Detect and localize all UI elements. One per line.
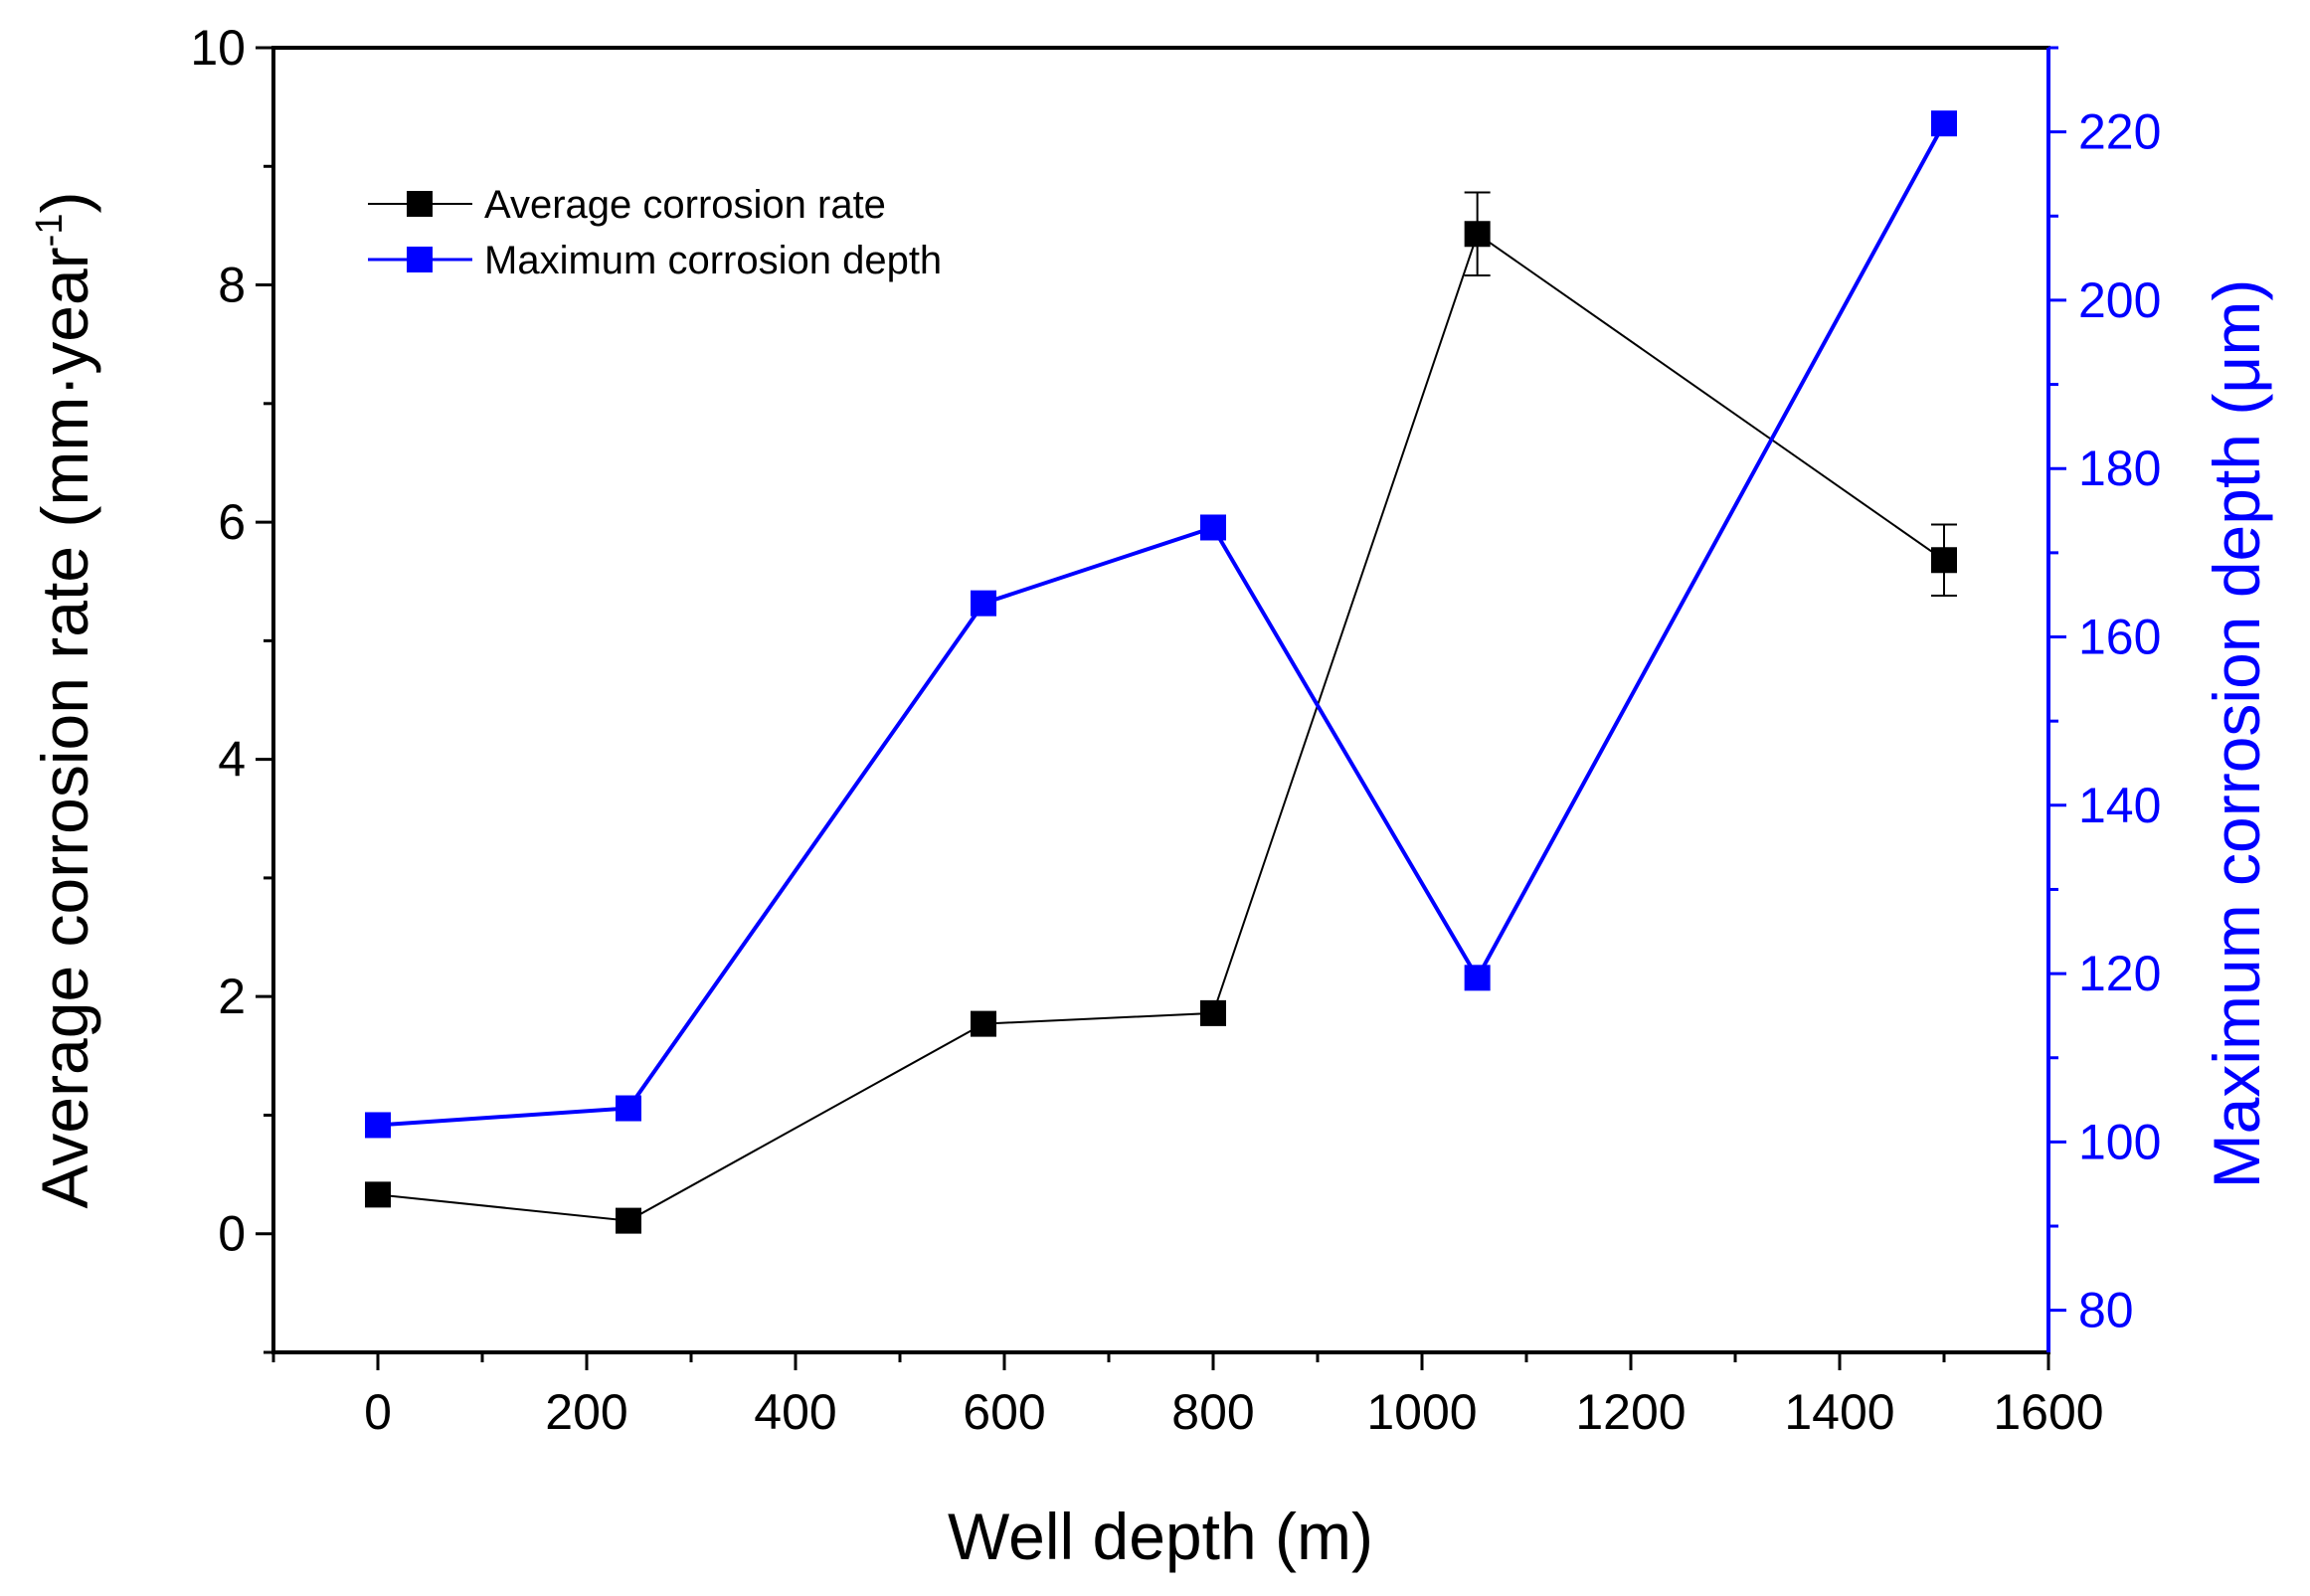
legend: Average corrosion rate Maximum corrosion… [368,183,942,282]
x-tick-label: 800 [1171,1384,1254,1440]
y-right-tick-label: 120 [2078,946,2161,1001]
series-1-marker [616,1095,641,1122]
x-tick-label: 1600 [1993,1384,2103,1440]
legend-label-1: Maximum corrosion depth [484,239,942,282]
y-left-tick-label: 10 [190,20,246,76]
x-tick-label: 600 [963,1384,1045,1440]
series-0-marker [971,1010,996,1037]
x-tick-label: 1000 [1366,1384,1477,1440]
y-left-title-superscript: -1 [29,214,71,248]
y-right-tick-label: 160 [2078,610,2161,665]
series-line-1 [377,122,1946,1128]
series-1-marker [1464,965,1491,991]
series-1-marker [971,590,996,617]
x-tick-label: 0 [364,1384,392,1440]
series-lines [377,122,1946,1222]
y-left-title-main: Average corrosion rate (mm·year [28,247,101,1208]
x-tick-label: 200 [545,1384,627,1440]
legend-marker-0 [407,191,433,217]
y-right-tick-label: 200 [2078,272,2161,328]
y-left-tick-label: 0 [218,1206,246,1262]
y-right-tick-label: 220 [2078,104,2161,160]
x-tick-label: 1400 [1784,1384,1894,1440]
series-0-marker [1931,547,1957,574]
y-right-tick-label: 80 [2078,1283,2134,1338]
series-0-marker [365,1181,391,1208]
series-1-marker [365,1112,391,1139]
y-right-tick-label: 180 [2078,441,2161,496]
y-left-tick-label: 6 [218,494,246,550]
series-markers [365,110,1957,1234]
y-left-axis-title: Average corrosion rate (mm·year-1) [28,192,101,1209]
legend-label-0: Average corrosion rate [484,183,886,227]
y-left-tick-label: 8 [218,258,246,313]
y-left-tick-label: 4 [218,732,246,788]
y-left-axis-ticks: 0 2 4 6 8 10 [190,20,273,1354]
y-right-tick-label: 100 [2078,1114,2161,1169]
series-0-marker [1464,221,1491,248]
x-tick-label: 400 [754,1384,836,1440]
y-right-axis-ticks: 80 100 120 140 160 180 200 220 [2048,46,2161,1338]
legend-marker-1 [407,247,433,272]
y-right-axis-title: Maximum corrosion depth (μm) [2200,279,2273,1189]
series-0-marker [616,1207,641,1234]
series-1-marker [1931,110,1957,137]
series-1-marker [1200,514,1226,541]
error-bars [1464,191,1957,598]
y-left-title-close: ) [28,192,101,214]
x-axis-ticks: 0 200 400 600 800 1000 1200 1400 1600 [271,1352,2104,1440]
y-right-tick-label: 140 [2078,778,2161,833]
y-left-tick-label: 2 [218,969,246,1024]
series-0-marker [1200,999,1226,1026]
x-axis-title: Well depth (m) [948,1500,1373,1573]
series-line-0 [377,232,1945,1222]
x-tick-label: 1200 [1575,1384,1686,1440]
